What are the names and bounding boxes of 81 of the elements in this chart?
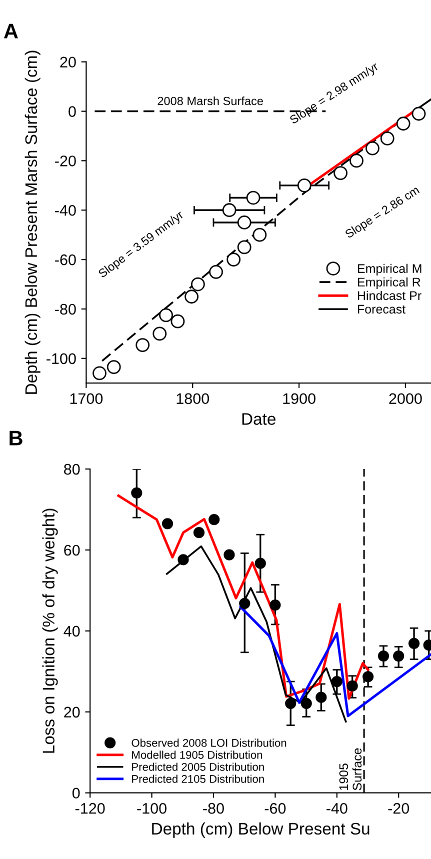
point	[362, 671, 374, 682]
y-tick-label: 0	[68, 106, 76, 117]
legend-label: Hindcast Pr	[358, 290, 422, 300]
x-tick-label: 1800	[176, 393, 210, 404]
point	[300, 698, 312, 709]
legend-label: Predicted 2105 Distribution	[132, 774, 264, 783]
x-axis-title: Depth (cm) Below Present Su	[152, 822, 370, 838]
y-axis-title: Loss on Ignition (% of dry weight)	[42, 508, 58, 753]
y-tick-label: 20	[60, 56, 76, 68]
legend-label: Forecast	[358, 304, 406, 314]
point	[208, 514, 220, 526]
point	[237, 240, 252, 254]
y-tick-label: 60	[64, 544, 80, 556]
x-axis-title: Date	[242, 413, 276, 425]
chart-title: B	[10, 430, 22, 446]
y-tick-label: 80	[64, 464, 80, 475]
y-tick-label: 0	[72, 788, 80, 799]
point	[380, 132, 394, 146]
y-tick-label: 20	[64, 706, 80, 718]
point	[209, 264, 223, 279]
point	[222, 203, 236, 218]
point	[297, 178, 312, 192]
x-tick-label: -100	[137, 802, 166, 814]
y-tick-label: -20	[55, 156, 76, 166]
legend-label: Predicted 2005 Distribution	[132, 762, 264, 771]
point	[334, 166, 348, 180]
x-tick-label: -60	[264, 802, 286, 814]
x-tick-label: -120	[75, 802, 105, 814]
x-tick-label: 1700	[70, 393, 103, 404]
point	[224, 549, 235, 560]
x-tick-label: 2000	[389, 393, 422, 404]
point	[184, 290, 198, 304]
y-tick-label: -80	[55, 304, 76, 315]
y-tick-label: -40	[55, 204, 76, 216]
annotation: 2008 Marsh Surface	[158, 96, 263, 106]
point	[346, 680, 358, 692]
point	[246, 190, 260, 205]
point	[237, 216, 252, 230]
legend-label: Empirical M	[358, 264, 422, 276]
annotation: Slope = 2.86 cm	[344, 185, 421, 240]
y-axis-title: Depth (cm) Below Present Marsh Surface (cm)	[24, 50, 40, 394]
point	[285, 698, 296, 709]
ref-line-label: 1905 Surface	[339, 748, 362, 790]
point	[396, 116, 410, 131]
point	[331, 676, 342, 688]
y-tick-label: 40	[64, 626, 80, 637]
point	[378, 650, 390, 662]
point	[178, 554, 189, 566]
y-tick-label: -60	[55, 254, 76, 266]
x-tick-label: -20	[388, 802, 410, 814]
legend-label: Observed 2008 LOI Distribution	[132, 738, 286, 747]
point	[316, 692, 327, 703]
point	[92, 366, 106, 380]
line-series	[166, 545, 347, 723]
point	[136, 338, 150, 352]
point	[252, 228, 267, 242]
point	[393, 650, 404, 662]
chart-title: A	[4, 24, 18, 38]
point	[170, 314, 185, 328]
line-series	[117, 494, 370, 700]
point	[254, 558, 266, 569]
y-tick-label: -100	[46, 353, 76, 364]
point	[193, 527, 205, 538]
point	[106, 360, 121, 374]
point	[190, 277, 205, 292]
point	[366, 141, 380, 156]
legend-label: Empirical R	[358, 277, 420, 290]
point	[412, 106, 426, 121]
point	[350, 154, 364, 168]
point	[159, 308, 173, 322]
point	[408, 638, 420, 650]
x-tick-label: -80	[203, 802, 224, 814]
x-tick-label: 1900	[283, 393, 316, 404]
point	[270, 599, 281, 611]
point	[152, 326, 167, 341]
point	[239, 598, 250, 609]
x-tick-label: -40	[326, 802, 348, 814]
point	[131, 487, 142, 498]
point	[162, 518, 174, 530]
legend-label: Modelled 1905 Distribution	[132, 750, 262, 759]
point	[226, 252, 241, 266]
